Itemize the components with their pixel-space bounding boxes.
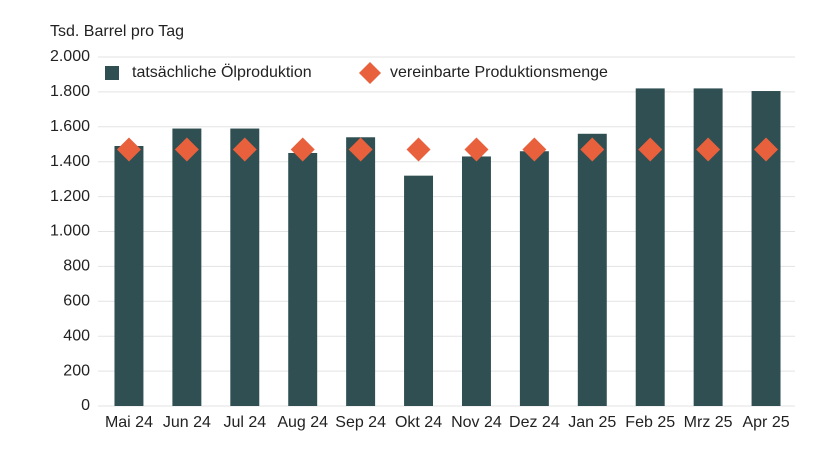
bar (577, 133, 607, 406)
x-tick-label: Jul 24 (223, 414, 266, 431)
x-tick-label: Apr 25 (742, 414, 789, 431)
y-tick-label: 2.000 (50, 48, 90, 65)
bar (404, 175, 434, 406)
y-tick-label: 0 (81, 397, 90, 414)
legend-label: vereinbarte Produktionsmenge (390, 64, 608, 81)
bar (461, 156, 491, 406)
y-tick-label: 1.800 (50, 83, 90, 100)
x-tick-label: Aug 24 (277, 414, 328, 431)
marker (348, 137, 373, 162)
bar (230, 128, 260, 407)
bar (172, 128, 202, 407)
marker (754, 137, 779, 162)
x-tick-label: Jan 25 (568, 414, 616, 431)
x-tick-label: Feb 25 (625, 414, 675, 431)
y-tick-label: 800 (63, 258, 90, 275)
marker (696, 137, 721, 162)
bar (693, 88, 723, 406)
x-tick-label: Jun 24 (163, 414, 211, 431)
bar (288, 152, 318, 406)
x-tick-label: Mrz 25 (684, 414, 733, 431)
y-tick-label: 200 (63, 362, 90, 379)
marker (464, 137, 489, 162)
marker (522, 137, 547, 162)
y-tick-label: 1.200 (50, 188, 90, 205)
y-tick-label: 1.400 (50, 153, 90, 170)
marker (406, 137, 431, 162)
y-tick-label: 1.000 (50, 223, 90, 240)
marker (116, 137, 141, 162)
bar (346, 137, 376, 406)
x-tick-label: Mai 24 (105, 414, 153, 431)
bar (114, 145, 144, 406)
marker (174, 137, 199, 162)
y-tick-label: 400 (63, 327, 90, 344)
marker (232, 137, 257, 162)
x-tick-label: Dez 24 (509, 414, 560, 431)
bar (635, 88, 665, 406)
x-tick-label: Okt 24 (395, 414, 442, 431)
legend-swatch (359, 62, 381, 84)
bar (519, 151, 549, 406)
marker (580, 137, 605, 162)
marker (638, 137, 663, 162)
marker (290, 137, 315, 162)
y-tick-label: 600 (63, 293, 90, 310)
y-axis-label: Tsd. Barrel pro Tag (50, 23, 184, 40)
x-tick-label: Nov 24 (451, 414, 502, 431)
legend-swatch (105, 66, 119, 80)
y-tick-label: 1.600 (50, 118, 90, 135)
legend-label: tatsächliche Ölproduktion (132, 63, 312, 81)
x-tick-label: Sep 24 (335, 414, 386, 431)
